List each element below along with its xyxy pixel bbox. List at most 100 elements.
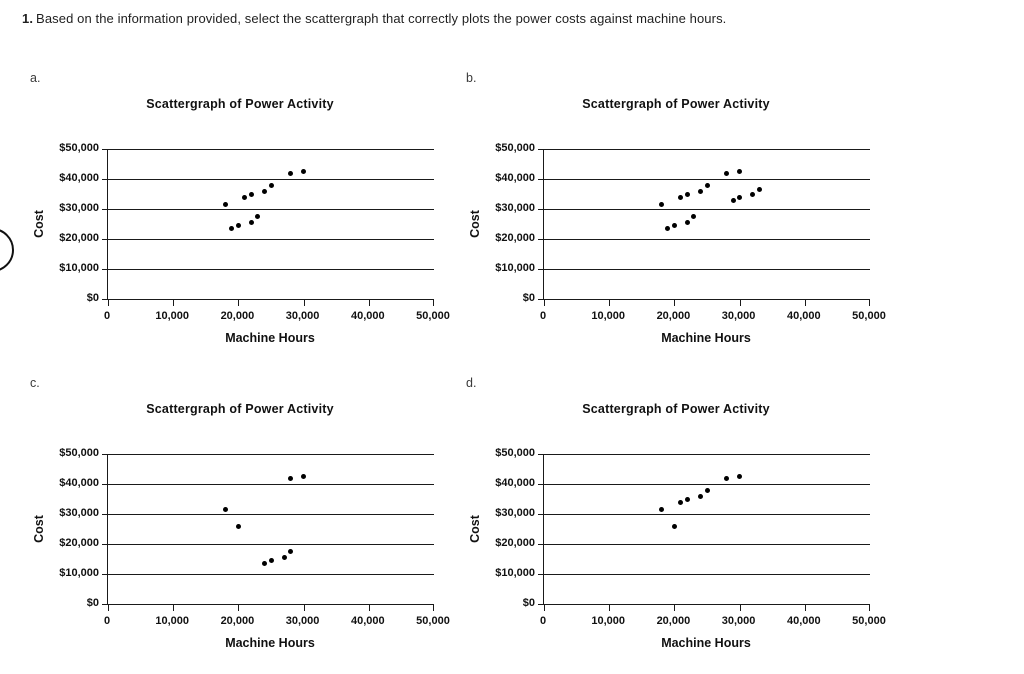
y-tick-label: $10,000 [59, 262, 99, 274]
question-number: 1. [22, 11, 34, 26]
y-tick-label: $50,000 [495, 142, 535, 154]
y-axis-tick [102, 544, 108, 545]
data-point [691, 214, 697, 219]
gridline [544, 544, 870, 545]
data-point [281, 555, 287, 560]
x-axis-tick [869, 299, 870, 306]
data-point [684, 220, 690, 225]
data-point [684, 191, 690, 197]
data-point [678, 194, 684, 200]
gridline [108, 574, 434, 575]
scattergraph-option-d: d. Scattergraph of Power Activity Cost M… [456, 375, 896, 674]
x-axis-tick [804, 604, 806, 611]
gridline [544, 149, 870, 150]
chart-title: Scattergraph of Power Activity [146, 97, 334, 111]
x-tick-label: 10,000 [591, 615, 626, 627]
gridline [108, 269, 434, 270]
x-axis-tick [609, 604, 611, 611]
y-tick-label: $50,000 [59, 142, 99, 154]
x-axis-tick [108, 604, 109, 611]
gridline [108, 544, 434, 545]
y-tick-label: $50,000 [495, 447, 535, 459]
data-point [288, 549, 294, 554]
y-axis-tick [102, 269, 108, 270]
x-tick-label: 40,000 [350, 615, 385, 627]
x-tick-label: 0 [539, 310, 547, 322]
data-point [288, 475, 294, 481]
data-point [678, 499, 684, 505]
data-point [704, 487, 710, 493]
y-tick-label: $50,000 [59, 447, 99, 459]
gridline [108, 514, 434, 515]
y-axis-tick [538, 269, 544, 270]
x-tick-label: 40,000 [786, 310, 821, 322]
data-point [756, 187, 762, 192]
y-axis-tick [538, 454, 544, 455]
x-tick-label: 20,000 [656, 310, 691, 322]
y-tick-label: $0 [86, 292, 99, 304]
data-point [737, 474, 743, 479]
x-tick-label: 0 [103, 310, 111, 322]
gridline [544, 454, 870, 455]
x-axis-tick [238, 299, 240, 306]
y-tick-label: $40,000 [59, 477, 99, 489]
gridline [544, 574, 870, 575]
data-point [222, 202, 228, 207]
data-point [248, 191, 254, 197]
data-point [750, 191, 756, 197]
y-axis-title: Cost [468, 210, 482, 238]
scattergraph-option-a: a. Scattergraph of Power Activity Cost M… [20, 70, 460, 370]
x-tick-label: 10,000 [155, 310, 190, 322]
x-axis-tick [303, 299, 305, 306]
x-tick-label: 10,000 [591, 310, 626, 322]
data-point [724, 170, 730, 176]
plot-area [102, 149, 434, 306]
data-point [255, 214, 261, 219]
x-axis-tick [108, 299, 109, 306]
y-axis-tick [102, 239, 108, 240]
x-axis-tick [368, 604, 370, 611]
x-tick-label: 0 [539, 615, 547, 627]
x-axis-tick [303, 604, 305, 611]
x-axis-tick [368, 299, 370, 306]
x-axis-tick [173, 299, 175, 306]
gridline [108, 209, 434, 210]
x-axis-tick [739, 604, 741, 611]
plot-area [538, 454, 870, 611]
y-axis-tick [102, 179, 108, 180]
x-tick-label: 50,000 [416, 310, 450, 322]
y-axis-title: Cost [32, 210, 46, 238]
x-tick-label: 20,000 [220, 615, 255, 627]
y-tick-label: $30,000 [495, 202, 535, 214]
y-axis-tick [538, 544, 544, 545]
y-tick-label: $20,000 [495, 537, 535, 549]
x-tick-label: 30,000 [285, 615, 320, 627]
y-tick-label: $0 [522, 597, 535, 609]
gridline [544, 179, 870, 180]
gridline [108, 484, 434, 485]
y-tick-label: $20,000 [495, 232, 535, 244]
y-tick-label: $30,000 [495, 507, 535, 519]
x-tick-label: 20,000 [220, 310, 255, 322]
y-axis-tick [102, 604, 108, 605]
data-point [222, 507, 228, 512]
x-tick-label: 40,000 [350, 310, 385, 322]
x-axis-tick [869, 604, 870, 611]
x-axis-tick [173, 604, 175, 611]
y-tick-label: $40,000 [495, 477, 535, 489]
y-axis-tick [538, 209, 544, 210]
data-point [235, 523, 241, 529]
x-axis-title: Machine Hours [225, 636, 315, 650]
data-point [671, 223, 677, 228]
gridline [544, 269, 870, 270]
x-axis-tick [804, 299, 806, 306]
x-tick-label: 40,000 [786, 615, 821, 627]
x-axis-tick [238, 604, 240, 611]
data-point [658, 507, 664, 512]
x-axis-title: Machine Hours [225, 331, 315, 345]
y-tick-label: $40,000 [59, 172, 99, 184]
data-point [248, 220, 254, 225]
option-label: a. [30, 71, 41, 85]
x-axis-title: Machine Hours [661, 331, 751, 345]
x-tick-label: 50,000 [852, 310, 886, 322]
